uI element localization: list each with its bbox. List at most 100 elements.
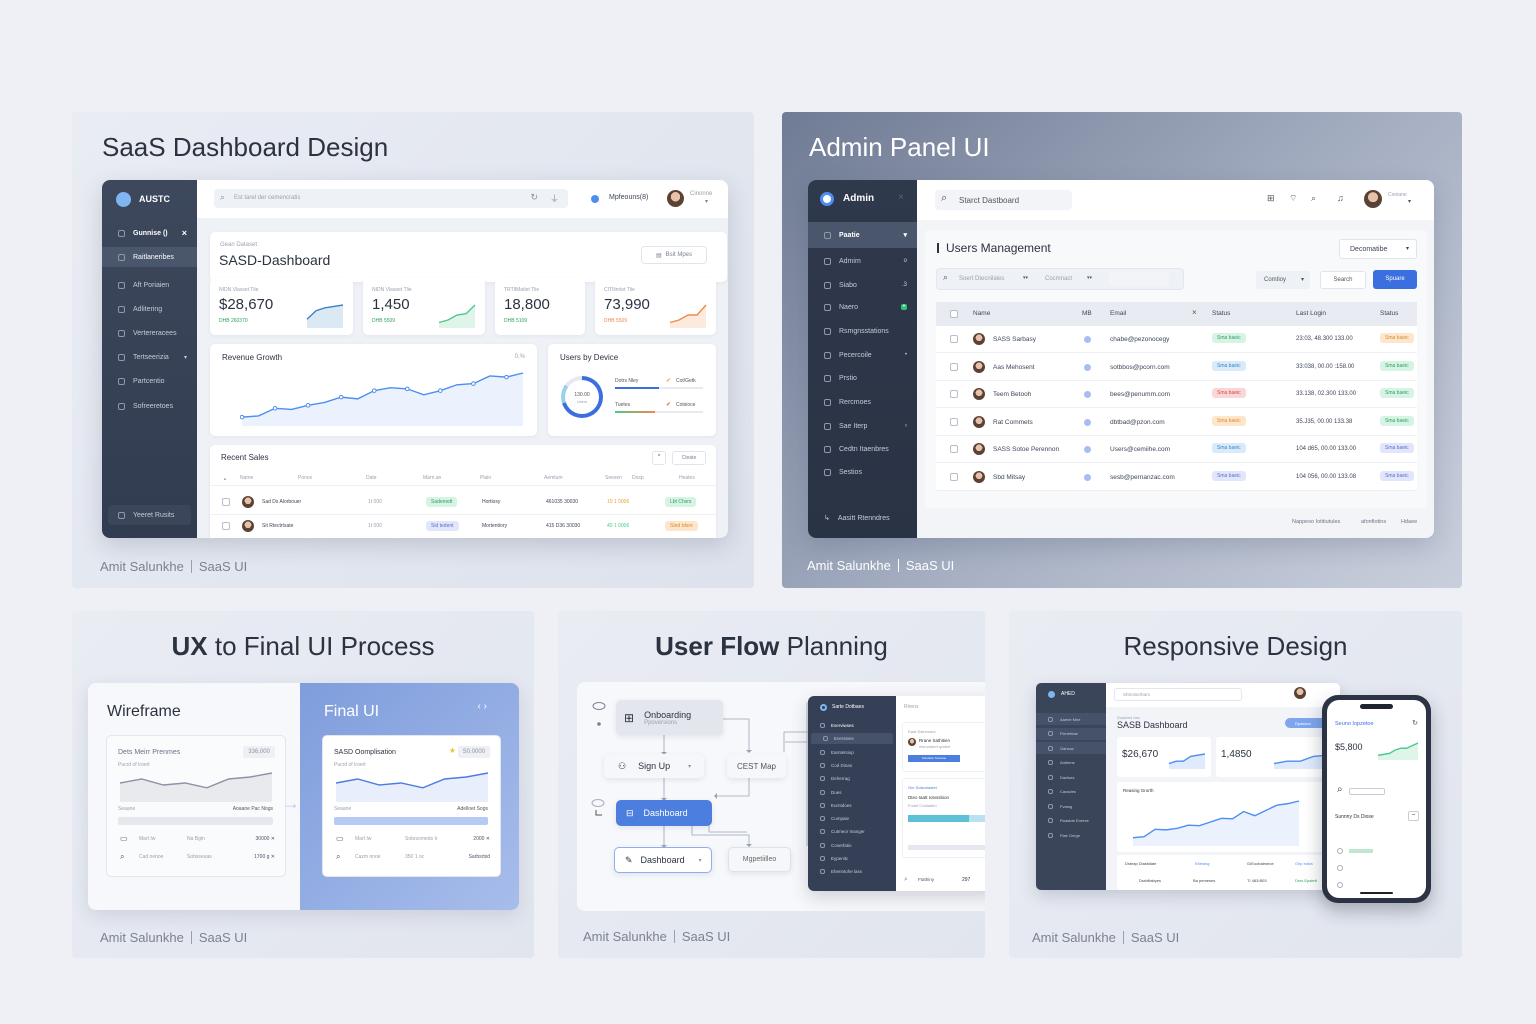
sidebar-item[interactable]: Partcentio [102,371,197,391]
sidebar-item[interactable]: Everviwses [808,720,896,731]
sidebar-item[interactable]: Sofreeretoes [102,396,197,416]
sidebar-bottom-item[interactable]: ↳ Aasitt Rtenndres [808,508,917,528]
footer-link[interactable]: Nappeso Iotitiutules [1292,519,1341,525]
filter-select[interactable]: Cocmnact [1045,276,1073,282]
sidebar-item[interactable]: Dactses [1036,771,1106,783]
column-header[interactable]: Status [1380,310,1399,317]
search-icon[interactable]: ⌕ [1311,193,1317,203]
column-header[interactable]: Seesen [605,475,622,481]
primary-button[interactable]: Dpasseo [1285,718,1335,728]
refresh-icon[interactable]: ↻ [530,192,538,202]
radio-button[interactable] [1337,882,1343,888]
column-header[interactable]: Dosp [632,475,644,481]
primary-button[interactable]: Spuare [1373,270,1417,289]
sidebar-item[interactable]: Admim o [808,251,917,271]
sidebar-item[interactable]: Cedtn Itaenbres [808,439,917,459]
sidebar-item[interactable]: Siabo .3 [808,275,917,295]
filter-extra-input[interactable] [1109,272,1169,286]
column-header[interactable]: Aemtum [544,475,563,481]
sidebar-item[interactable]: Cumpaie [808,813,896,824]
sidebar-item[interactable]: Eypenitc [808,853,896,864]
table-row[interactable]: Rat Commets dbtbad@pzon.com Sma baeic 35.J3… [936,409,1417,436]
table-row[interactable]: Sit Rtectrtsate 1t 000 Sid tedent Mortentio… [210,517,716,537]
flow-node-cest-map[interactable]: CEST Map [727,754,786,778]
mic-icon[interactable]: ⏚ [549,194,559,204]
flow-node-dashboard[interactable]: ⊟ Dashboard [616,800,712,826]
column-header[interactable]: Ponce [298,475,313,481]
sidebar-item[interactable]: Flenehtae [1036,727,1106,740]
header-button[interactable]: ▤ Bsit Mpes [641,246,707,264]
close-icon[interactable]: × [898,192,904,203]
filter-input[interactable]: Soert Dtecnilales [959,276,1005,282]
chevron-down-icon[interactable]: ▾ [705,199,709,205]
sidebar-item[interactable]: Pecercoile • [808,345,917,365]
sidebar-item[interactable]: Adlitering [102,299,197,319]
sidebar-item[interactable]: Paatie ▾ [808,222,917,248]
row-checkbox[interactable] [950,335,958,343]
column-header[interactable]: Last Login [1296,310,1326,317]
row-checkbox[interactable] [222,498,230,506]
column-header[interactable]: Email [1110,310,1127,317]
row-checkbox[interactable] [950,445,958,453]
table-row[interactable]: Sad Ds Alorbouer 1t 000 Sadenedt Hortiosy 46… [210,493,716,513]
notification-icon[interactable] [591,195,599,203]
country-select[interactable]: Comtioy ▾ [1256,271,1310,289]
search-input[interactable]: ⌕ Starct Dastboard [935,190,1072,210]
select-all-checkbox[interactable] [950,310,958,318]
sidebar-item[interactable]: Naero • [808,297,917,317]
sidebar-bottom-item[interactable]: Yeeret Rusits [108,505,191,525]
bell-icon[interactable]: ♫ [1337,193,1344,203]
column-header[interactable]: Plain [480,475,492,481]
sidebar-item[interactable]: Everstves [811,733,893,745]
sidebar-item[interactable]: Earntetsiop [808,747,896,758]
footer-link[interactable]: afonfiotins [1361,519,1387,525]
row-checkbox[interactable] [950,390,958,398]
table-row[interactable]: Teem Betooh bees@penumm.com Sma baeic 33.13… [936,381,1417,408]
sidebar-item[interactable]: Ehenntohe lass [808,866,896,877]
column-header[interactable]: Marn.an [423,475,442,481]
search-input[interactable]: ⌕ Est tarel der cemencratis ↻ ⏚ [214,189,568,208]
sidebar-item[interactable]: Delrerrag [808,773,896,784]
radio-button[interactable] [1337,865,1343,871]
sidebar-item[interactable]: Raitlaneribes [102,247,197,267]
sidebar-item[interactable]: Eurntdoes [808,800,896,811]
filter-icon[interactable]: ▫ [652,451,666,465]
table-row[interactable]: SASS Sarbasy chabe@pezonocegy Sma baeic 23:… [936,326,1417,353]
sidebar-item[interactable]: Rsmgnsstations [808,321,917,341]
sidebar-item[interactable]: Flae Gnrge [1036,829,1106,841]
avatar[interactable] [1364,190,1382,208]
column-header[interactable]: Date [366,475,377,481]
column-header[interactable]: MB [1082,310,1092,317]
table-row[interactable]: SASS Sotoe Perennon Users@cemiihe.com Sma … [936,436,1417,463]
column-header[interactable]: Heates [679,475,695,481]
flow-node-mapetiileo[interactable]: Mgpetiilleo [728,847,791,872]
sidebar-item[interactable]: Dues [808,787,896,798]
search-input[interactable]: Shtrotserbars [1114,688,1242,701]
page-number[interactable]: 297 [962,877,971,883]
sidebar-item[interactable]: Fvarsg [1036,800,1106,812]
phone-search-input[interactable] [1349,788,1385,795]
table-row[interactable]: Aas Mehosent sotbbos@pcorn.com Sma baeic 33… [936,354,1417,381]
sidebar-item[interactable]: Vertereracees [102,323,197,343]
search-button[interactable]: Search [1320,271,1366,289]
sidebar-item[interactable]: Gunnise () × [102,223,197,243]
radio-button[interactable] [1337,848,1343,854]
close-icon[interactable]: × [181,228,187,238]
sidebar-item[interactable]: Aaerie Mne [1036,713,1106,725]
phone-action-button[interactable]: – [1408,811,1419,821]
nav-arrows-icon[interactable]: ‹ › [477,701,487,712]
avatar[interactable] [1294,687,1306,699]
flow-node-dashboard-secondary[interactable]: ✎ Dashboard ▾ [614,847,712,873]
row-checkbox[interactable] [950,417,958,426]
sidebar-item[interactable]: Rercmoes [808,392,917,412]
sidebar-item[interactable]: Prstio [808,368,917,388]
flow-node-onboarding[interactable]: ⊞ Onboarding Ppoversions [616,700,723,735]
row-checkbox[interactable] [950,472,958,481]
sidebar-item[interactable]: Ruastob Eneree [1036,815,1106,827]
sidebar-item[interactable]: Aft Poriaien [102,275,197,295]
column-header[interactable]: Name [240,475,254,481]
sort-dropdown[interactable]: Decomatibe ▾ [1339,239,1417,259]
sidebar-item[interactable]: Caosdes [1036,786,1106,798]
create-button[interactable]: Cteate [672,451,706,465]
sidebar-item[interactable]: Coserfatio [808,840,896,851]
